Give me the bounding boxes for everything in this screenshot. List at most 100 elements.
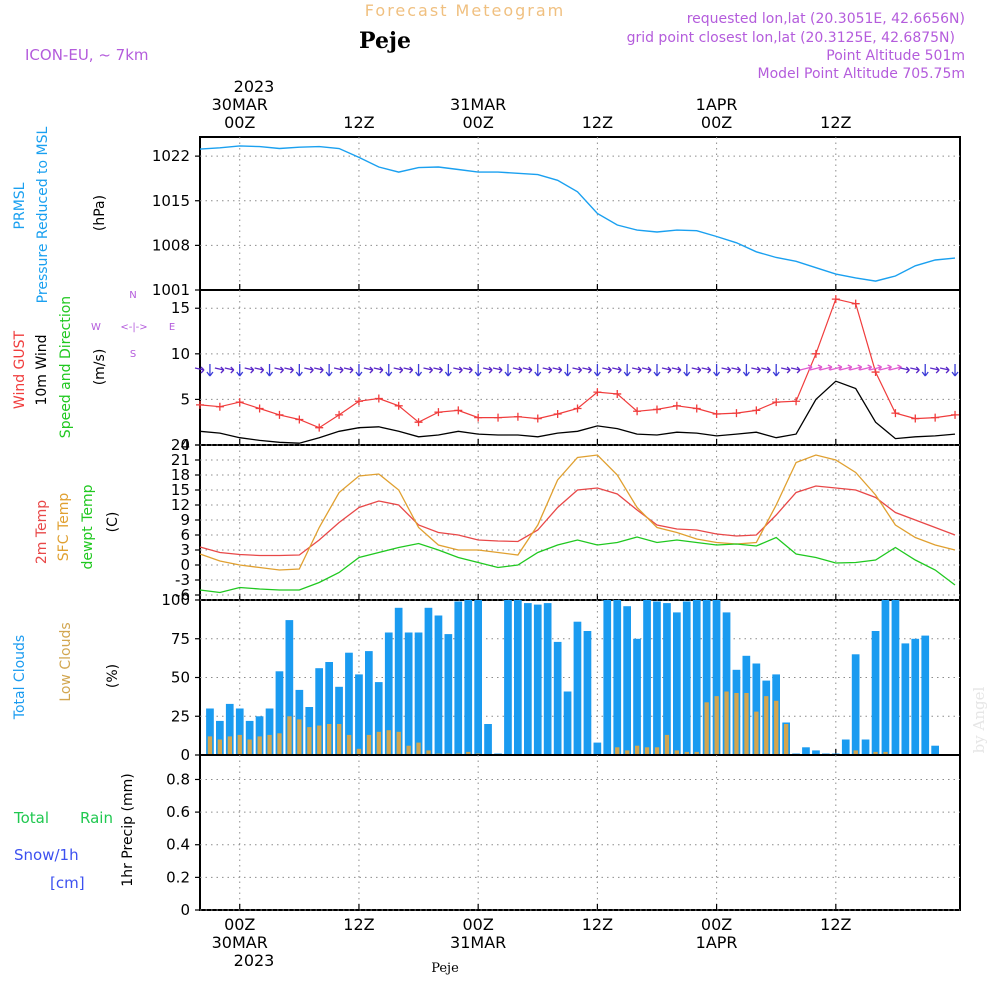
temp-frame [199, 444, 961, 601]
compass-west: W [91, 322, 101, 333]
gust-marker [573, 404, 582, 413]
precip-ytick-label: 0.8 [166, 770, 190, 788]
temp-unit-label: (C) [105, 512, 121, 533]
gust-marker [533, 414, 542, 423]
wind-direction-arrow [512, 366, 523, 374]
low-clouds-bar [356, 748, 362, 755]
wind-direction-arrow [809, 364, 823, 371]
total-clouds-bar [285, 620, 294, 755]
pressure-ytick-label: 1015 [152, 192, 190, 210]
clouds-ytick-label: 50 [171, 669, 190, 687]
snow-unit-label: [cm] [50, 874, 85, 892]
temp-ytick-label: 12 [171, 496, 190, 514]
gust-marker [295, 415, 304, 424]
temp-2m-label: 2m Temp [34, 500, 50, 564]
gust-marker [891, 409, 900, 418]
gust-marker [652, 405, 661, 414]
bottom-time-label: 12Z [820, 915, 851, 934]
total-clouds-bar [394, 607, 403, 756]
gust-marker [315, 423, 324, 432]
wind-direction-arrow [266, 364, 274, 377]
total-clouds-bar [663, 603, 671, 755]
temp-ytick-label: -3 [175, 571, 190, 589]
total-clouds-bar [653, 601, 661, 755]
gust-marker [235, 398, 244, 407]
wind-direction-arrow [403, 366, 414, 374]
gust-marker [672, 401, 681, 410]
wind-ytick-label: 15 [171, 299, 190, 317]
wind-direction-arrow [542, 366, 553, 374]
low-clouds-bar [664, 734, 670, 755]
bottom-time-label: 00Z [224, 915, 255, 934]
total-clouds-bar [464, 600, 473, 755]
pressure-labels: PRMSL Pressure Reduced to MSL (hPa) [12, 126, 108, 303]
clouds-panel: 100 75 50 25 0 [161, 591, 961, 764]
temp-ytick-label: 24 [171, 436, 190, 454]
low-clouds-bar [247, 739, 252, 755]
gust-marker [931, 413, 940, 422]
wind-direction-arrow [453, 366, 463, 374]
wind-direction-arrow [552, 366, 563, 374]
clouds-ytick-label: 25 [171, 707, 190, 725]
precip-labels: Total Rain Snow/1h [cm] 1hr Precip (mm) [13, 773, 136, 892]
temp-dewpt-label: dewpt Temp [80, 484, 96, 569]
pressure-msl-label: Pressure Reduced to MSL [35, 126, 51, 303]
wind-direction-arrow [900, 366, 910, 374]
temp-ytick-label: 6 [180, 526, 190, 544]
total-clouds-label: Total Clouds [12, 635, 28, 720]
total-clouds-bar [225, 703, 234, 755]
temperature-labels: 2m Temp SFC Temp dewpt Temp (C) [34, 484, 121, 569]
gust-marker [732, 409, 741, 418]
total-clouds-bar [384, 632, 393, 755]
temp-ytick-label: -6 [175, 586, 190, 604]
low-clouds-bar [267, 734, 272, 755]
wind-direction-arrow [492, 366, 503, 374]
wind-direction-arrow [355, 364, 363, 377]
total-clouds-bar [583, 631, 592, 755]
wind-direction-arrow [869, 364, 883, 371]
total-clouds-bar [424, 607, 433, 756]
total-clouds-bar [514, 600, 522, 755]
low-clouds-bar [734, 693, 739, 755]
top-time-label: 00Z [224, 113, 255, 132]
total-clouds-bar [702, 600, 711, 755]
gust-marker [215, 402, 224, 411]
gust-marker [871, 368, 880, 377]
top-time-label: 12Z [343, 113, 374, 132]
wind-direction-arrow [304, 366, 314, 374]
wind-direction-arrow [482, 366, 493, 374]
total-clouds-bar [643, 600, 651, 755]
wind-direction-arrow [236, 364, 244, 377]
low-clouds-bar [317, 725, 322, 755]
wind-10m-line [199, 380, 956, 444]
low-clouds-bar [406, 745, 411, 755]
wind-direction-arrow [701, 366, 712, 374]
low-clouds-bar [704, 702, 709, 755]
wind-direction-arrow [325, 364, 333, 377]
wind-direction-arrow [951, 364, 959, 377]
wind-direction-arrow [602, 366, 612, 374]
low-clouds-bar [883, 751, 888, 755]
total-clouds-bar [533, 604, 542, 755]
wind-direction-arrow [799, 364, 813, 371]
snow-label: Snow/1h [14, 846, 79, 864]
bottom-time-label: 30MAR [212, 933, 268, 952]
total-clouds-bar [881, 600, 890, 755]
gust-marker [692, 404, 701, 413]
pressure-ytick-label: 1022 [152, 147, 190, 165]
gust-marker [275, 410, 284, 419]
total-clouds-bar [712, 600, 721, 755]
clouds-ytick-label: 75 [171, 630, 190, 648]
low-clouds-bar [774, 700, 779, 756]
watermark: by Angel [970, 686, 988, 753]
low-clouds-bar [337, 724, 342, 755]
wind-direction-arrow [751, 366, 761, 374]
top-time-label: 12Z [582, 113, 613, 132]
wind-direction-arrow [385, 364, 393, 377]
clouds-ytick-label: 0 [180, 746, 190, 764]
bottom-time-label: 00Z [463, 915, 494, 934]
wind-direction-arrow [721, 366, 731, 374]
total-clouds-bar [206, 708, 214, 755]
total-clouds-bar [355, 674, 363, 755]
